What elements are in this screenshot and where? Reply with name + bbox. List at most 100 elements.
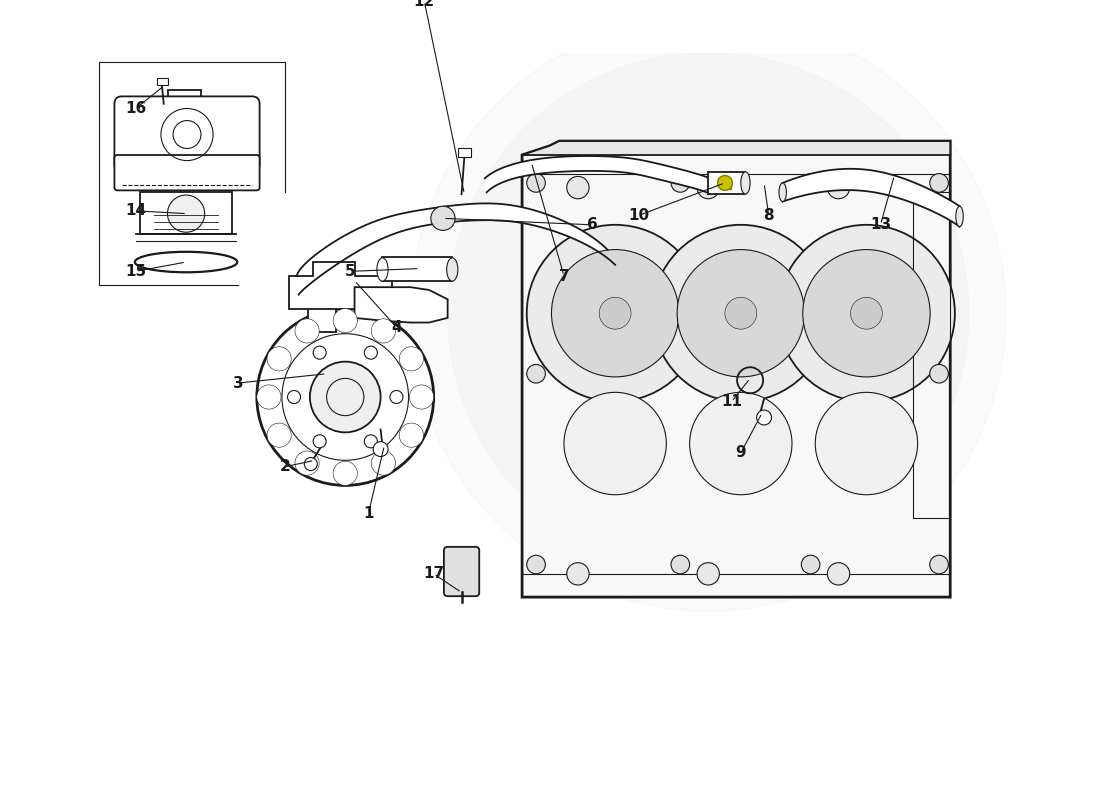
Circle shape	[803, 250, 931, 377]
Circle shape	[757, 410, 771, 425]
Circle shape	[333, 462, 358, 486]
Circle shape	[310, 362, 381, 432]
Circle shape	[671, 174, 690, 192]
Circle shape	[295, 451, 319, 475]
Bar	[157, 78, 168, 86]
Polygon shape	[522, 141, 950, 155]
FancyBboxPatch shape	[444, 547, 480, 596]
Text: 6: 6	[586, 218, 597, 232]
Text: 1: 1	[363, 506, 374, 521]
Circle shape	[725, 298, 757, 329]
Circle shape	[267, 423, 292, 447]
Ellipse shape	[377, 258, 388, 281]
Text: 5: 5	[344, 264, 355, 279]
Text: 12: 12	[414, 0, 435, 9]
Circle shape	[551, 250, 679, 377]
Text: 8: 8	[763, 208, 774, 223]
Circle shape	[697, 177, 719, 198]
Polygon shape	[354, 287, 448, 322]
Polygon shape	[448, 53, 969, 574]
Text: 17: 17	[424, 566, 444, 582]
Circle shape	[850, 298, 882, 329]
Circle shape	[827, 562, 849, 585]
Text: 14: 14	[125, 203, 146, 218]
Ellipse shape	[956, 206, 964, 226]
Polygon shape	[168, 90, 201, 118]
Ellipse shape	[779, 183, 786, 202]
Circle shape	[305, 458, 317, 470]
Circle shape	[372, 451, 396, 475]
Circle shape	[256, 385, 280, 409]
Circle shape	[399, 346, 424, 371]
Circle shape	[364, 346, 377, 359]
Bar	[458, 147, 471, 157]
Circle shape	[566, 177, 590, 198]
Polygon shape	[297, 203, 615, 294]
Circle shape	[566, 562, 590, 585]
Polygon shape	[383, 258, 452, 281]
Circle shape	[267, 346, 292, 371]
Text: a passion for: a passion for	[582, 319, 760, 401]
Circle shape	[314, 435, 327, 448]
Circle shape	[717, 175, 733, 190]
Text: 11: 11	[720, 394, 742, 409]
Text: eurospares: eurospares	[570, 162, 903, 315]
Ellipse shape	[740, 172, 750, 194]
Circle shape	[801, 174, 820, 192]
Polygon shape	[708, 172, 746, 194]
Circle shape	[564, 392, 667, 494]
Circle shape	[314, 346, 327, 359]
Circle shape	[167, 195, 205, 232]
Circle shape	[527, 365, 546, 383]
Polygon shape	[783, 169, 959, 226]
Text: 7: 7	[559, 269, 570, 283]
Circle shape	[527, 555, 546, 574]
Circle shape	[295, 319, 319, 343]
Circle shape	[600, 298, 631, 329]
Circle shape	[930, 555, 948, 574]
Circle shape	[256, 309, 433, 486]
Circle shape	[364, 435, 377, 448]
Text: 16: 16	[125, 101, 146, 116]
Circle shape	[527, 225, 704, 402]
Circle shape	[431, 206, 455, 230]
Text: 13: 13	[870, 218, 891, 232]
Circle shape	[333, 309, 358, 333]
Circle shape	[399, 423, 424, 447]
Circle shape	[373, 442, 388, 457]
Text: 1985: 1985	[716, 418, 830, 488]
Polygon shape	[410, 15, 1006, 611]
Polygon shape	[289, 262, 392, 309]
Text: 2: 2	[279, 459, 290, 474]
Circle shape	[372, 319, 396, 343]
Circle shape	[527, 174, 546, 192]
Circle shape	[930, 365, 948, 383]
Circle shape	[930, 174, 948, 192]
Ellipse shape	[447, 258, 458, 281]
FancyArrow shape	[723, 182, 732, 190]
Circle shape	[827, 177, 849, 198]
Text: 15: 15	[125, 264, 146, 279]
Polygon shape	[522, 141, 950, 597]
Polygon shape	[485, 156, 708, 194]
Text: 4: 4	[392, 320, 402, 334]
Polygon shape	[141, 192, 232, 234]
Circle shape	[652, 225, 829, 402]
Text: 9: 9	[736, 446, 746, 460]
FancyBboxPatch shape	[114, 155, 260, 190]
Circle shape	[801, 555, 820, 574]
Circle shape	[671, 555, 690, 574]
Circle shape	[697, 562, 719, 585]
Polygon shape	[118, 127, 145, 150]
Circle shape	[287, 390, 300, 403]
Polygon shape	[308, 304, 336, 332]
Polygon shape	[224, 127, 252, 150]
Text: 10: 10	[628, 208, 649, 223]
Circle shape	[409, 385, 433, 409]
Text: 3: 3	[233, 375, 243, 390]
FancyBboxPatch shape	[114, 96, 260, 172]
Circle shape	[778, 225, 955, 402]
Circle shape	[815, 392, 917, 494]
Circle shape	[678, 250, 804, 377]
Circle shape	[389, 390, 403, 403]
